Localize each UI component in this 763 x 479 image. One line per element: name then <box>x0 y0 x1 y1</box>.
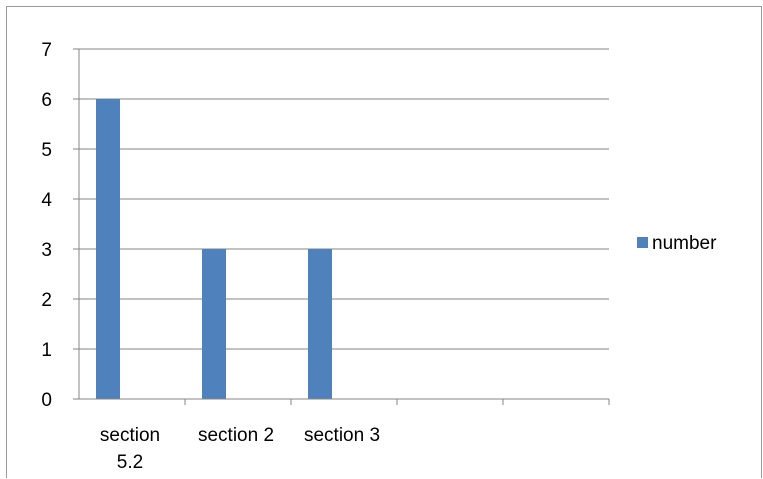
y-tick-label: 0 <box>41 390 52 411</box>
gridlines <box>79 48 609 350</box>
x-category-label: section 2 <box>198 425 274 446</box>
axes <box>73 48 610 405</box>
legend-label: number <box>652 233 717 254</box>
x-category-label: section 3 <box>304 425 380 446</box>
y-tick-label: 4 <box>41 190 52 211</box>
bar <box>308 249 332 399</box>
y-tick-label: 5 <box>41 140 52 161</box>
y-tick-label: 7 <box>41 40 52 61</box>
legend: number <box>637 233 717 254</box>
bars <box>96 99 332 399</box>
bar <box>202 249 226 399</box>
legend-swatch <box>637 237 648 248</box>
y-tick-label: 2 <box>41 290 52 311</box>
bar <box>96 99 120 399</box>
chart-frame <box>6 6 762 478</box>
y-tick-labels: 0 1 2 3 4 5 6 7 <box>41 40 52 411</box>
y-tick-label: 6 <box>41 90 52 111</box>
x-category-label: section <box>100 425 160 446</box>
y-tick-label: 1 <box>41 340 52 361</box>
x-category-label: 5.2 <box>117 452 143 473</box>
x-category-labels: section 5.2 section 2 section 3 <box>100 425 380 473</box>
y-tick-label: 3 <box>41 240 52 261</box>
